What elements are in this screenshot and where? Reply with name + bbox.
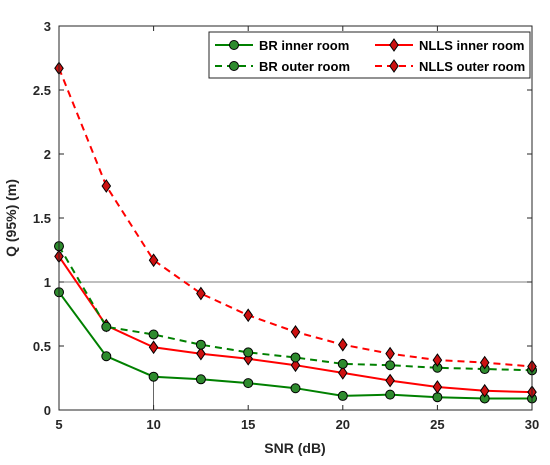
series-0-point-8 (432, 392, 443, 403)
series-2-point-7 (385, 360, 396, 371)
series-0-point-1 (101, 351, 112, 362)
legend-label-0: BR inner room (259, 38, 349, 53)
series-1-point-6 (337, 366, 348, 380)
plot-background (59, 26, 532, 410)
series-3-point-9 (479, 355, 490, 370)
series-3 (54, 61, 537, 374)
y-tick-label-1: 0.5 (33, 339, 51, 354)
series-2-point-3 (195, 339, 206, 350)
series-layer (54, 61, 537, 404)
y-tick-label-6: 3 (44, 19, 51, 34)
series-3-point-7 (385, 346, 395, 361)
x-tick-label-0: 5 (55, 417, 62, 432)
x-tick-label-4: 25 (430, 417, 444, 432)
series-0-point-4 (243, 378, 254, 389)
ticks: 5 10 15 20 25 30 0 0.5 1 1.5 2 2.5 3 (33, 19, 539, 432)
series-2-point-6 (337, 358, 348, 369)
y-tick-label-5: 2.5 (33, 83, 51, 98)
plot-area (59, 26, 532, 410)
legend: BR inner room NLLS inner room BR outer roo… (208, 31, 531, 79)
series-1-point-7 (385, 373, 395, 388)
series-1-point-8 (432, 380, 443, 394)
y-tick-label-2: 1 (44, 275, 51, 290)
series-0 (54, 287, 537, 404)
series-0-point-2 (148, 371, 159, 382)
x-tick-label-5: 30 (525, 417, 539, 432)
legend-label-3: NLLS outer room (419, 59, 525, 74)
series-3-point-2 (148, 253, 159, 268)
legend-label-2: BR outer room (259, 59, 350, 74)
series-1-point-2 (148, 340, 159, 355)
x-tick-label-2: 15 (241, 417, 255, 432)
series-2-point-4 (243, 347, 254, 358)
y-tick-label-4: 2 (44, 147, 51, 162)
series-2-point-1 (101, 321, 112, 332)
legend-item-0: BR inner room (215, 38, 349, 53)
series-1 (54, 249, 537, 399)
legend-marker-0 (229, 40, 239, 50)
series-0-point-7 (385, 389, 396, 400)
series-1-point-9 (479, 383, 490, 398)
x-axis-label: SNR (dB) (264, 440, 325, 456)
series-0-point-3 (195, 374, 206, 385)
series-0-point-5 (290, 383, 301, 394)
legend-item-1: NLLS inner room (375, 38, 524, 53)
series-2-point-5 (290, 352, 301, 363)
series-3-point-4 (243, 308, 254, 323)
legend-marker-2 (229, 61, 239, 71)
series-3-point-8 (432, 353, 443, 367)
series-2-point-2 (148, 329, 159, 340)
legend-marker-1 (389, 38, 399, 52)
x-tick-label-1: 10 (146, 417, 160, 432)
y-tick-label-0: 0 (44, 403, 51, 418)
y-tick-label-3: 1.5 (33, 211, 51, 226)
reference-lines (59, 281, 532, 410)
series-2 (54, 241, 537, 376)
series-3-point-3 (196, 286, 206, 301)
series-3-point-6 (337, 337, 348, 352)
legend-label-1: NLLS inner room (419, 38, 524, 53)
series-3-point-1 (101, 179, 112, 193)
legend-item-3: NLLS outer room (375, 59, 525, 74)
series-1-point-5 (290, 358, 301, 373)
legend-item-2: BR outer room (215, 59, 350, 74)
x-tick-label-3: 20 (336, 417, 350, 432)
legend-marker-3 (389, 59, 399, 73)
series-1-point-3 (196, 346, 206, 361)
series-0-point-6 (337, 390, 348, 401)
series-3-point-5 (290, 325, 301, 339)
y-axis-label: Q (95%) (m) (3, 179, 19, 257)
legend-box (208, 31, 531, 79)
series-line-2 (58, 245, 533, 372)
